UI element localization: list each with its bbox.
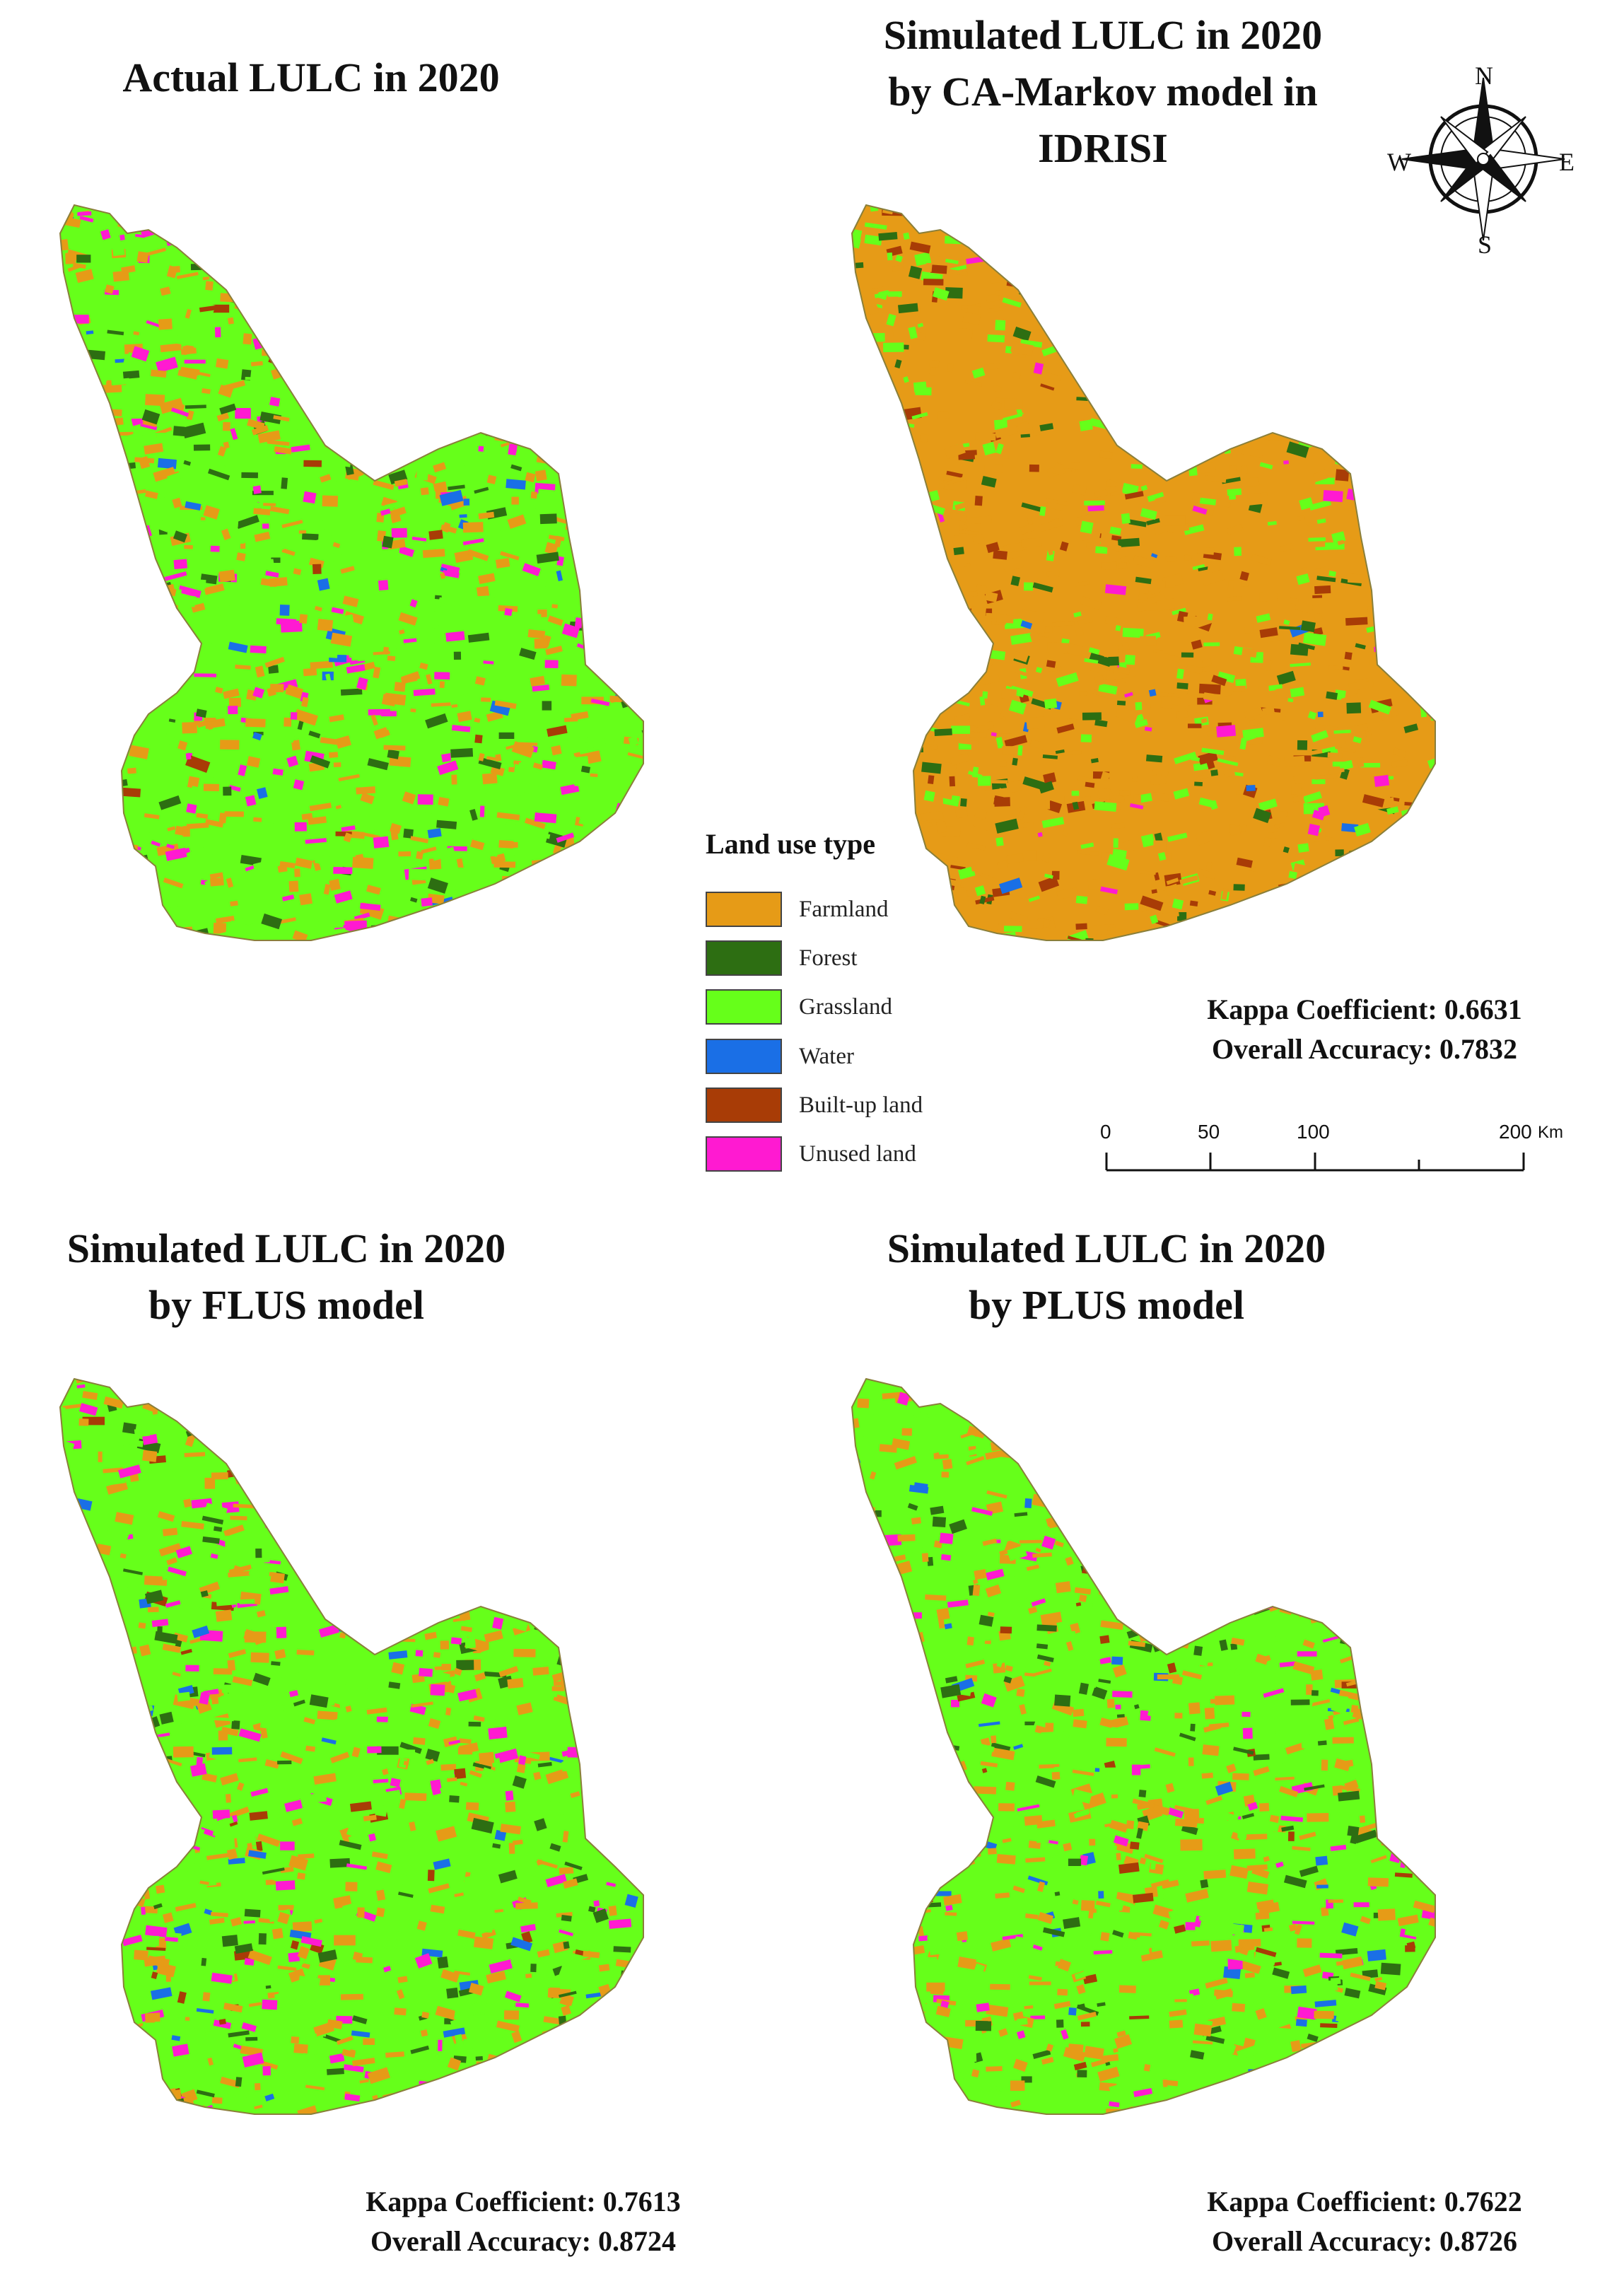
panel-2-title-line-1: Simulated LULC in 2020 (883, 12, 1323, 58)
scale-label-100: 100 (1297, 1121, 1330, 1143)
panel-3-title-line-1: Simulated LULC in 2020 (66, 1225, 506, 1271)
scale-label-0: 0 (1100, 1121, 1111, 1143)
panel-1-title-line-1: Actual LULC in 2020 (122, 54, 500, 100)
legend-label-grassland: Grassland (799, 993, 892, 1020)
legend-item-farmland: Farmland (706, 890, 888, 929)
panel-4-title-line-2: by PLUS model (969, 1282, 1244, 1328)
panel-2-kappa: Kappa Coefficient: 0.6631 (1207, 993, 1522, 1025)
legend-swatch-built-up-land (706, 1088, 782, 1123)
compass-east-label: E (1559, 148, 1575, 176)
compass-west-label: W (1387, 148, 1411, 176)
legend-item-water: Water (706, 1037, 854, 1076)
compass-north-label: N (1475, 62, 1493, 90)
panel-3-accuracy: Overall Accuracy: 0.8724 (370, 2225, 677, 2257)
legend-label-farmland: Farmland (799, 896, 889, 922)
map-ca-markov-2020 (851, 204, 1436, 941)
panel-2-title-line-3: IDRISI (1038, 125, 1168, 171)
scale-bar (1105, 1153, 1525, 1172)
map-plus-2020 (851, 1378, 1436, 2115)
legend-label-forest: Forest (799, 945, 858, 971)
legend-label-unused-land: Unused land (799, 1141, 916, 1167)
compass-rose-icon (1401, 77, 1565, 241)
panel-1-title: Actual LULC in 2020 (78, 49, 544, 106)
legend-label-built-up-land: Built-up land (799, 1092, 923, 1118)
panel-2-title-line-2: by CA-Markov model in (888, 69, 1318, 115)
map-actual-2020 (59, 204, 644, 941)
panel-3-stats: Kappa Coefficient: 0.7613 Overall Accura… (304, 2182, 742, 2261)
panel-4-stats: Kappa Coefficient: 0.7622 Overall Accura… (1145, 2182, 1584, 2261)
map-flus-2020 (59, 1378, 644, 2115)
legend-item-grassland: Grassland (706, 987, 892, 1027)
legend-item-unused-land: Unused land (706, 1134, 916, 1174)
compass-south-label: S (1478, 231, 1492, 259)
panel-3-kappa: Kappa Coefficient: 0.7613 (366, 2186, 681, 2217)
legend-label-water: Water (799, 1043, 854, 1069)
legend-item-built-up-land: Built-up land (706, 1085, 923, 1125)
panel-4-title-line-1: Simulated LULC in 2020 (887, 1225, 1326, 1271)
panel-4-title: Simulated LULC in 2020 by PLUS model (848, 1220, 1365, 1334)
scale-unit-label: Km (1538, 1123, 1563, 1142)
panel-3-title-line-2: by FLUS model (148, 1282, 424, 1328)
panel-4-accuracy: Overall Accuracy: 0.8726 (1211, 2225, 1518, 2257)
legend-swatch-water (706, 1039, 782, 1074)
scale-label-200: 200 (1499, 1121, 1532, 1143)
legend-swatch-grassland (706, 989, 782, 1025)
panel-3-title: Simulated LULC in 2020 by FLUS model (28, 1220, 544, 1334)
legend-title: Land use type (706, 828, 876, 860)
panel-2-title: Simulated LULC in 2020 by CA-Markov mode… (834, 7, 1372, 177)
legend-swatch-farmland (706, 892, 782, 927)
legend-item-forest: Forest (706, 938, 858, 978)
panel-4-kappa: Kappa Coefficient: 0.7622 (1207, 2186, 1522, 2217)
panel-2-stats: Kappa Coefficient: 0.6631 Overall Accura… (1145, 990, 1584, 1069)
legend-swatch-forest (706, 940, 782, 976)
panel-2-accuracy: Overall Accuracy: 0.7832 (1211, 1033, 1518, 1065)
legend-swatch-unused-land (706, 1136, 782, 1172)
scale-label-50: 50 (1198, 1121, 1220, 1143)
